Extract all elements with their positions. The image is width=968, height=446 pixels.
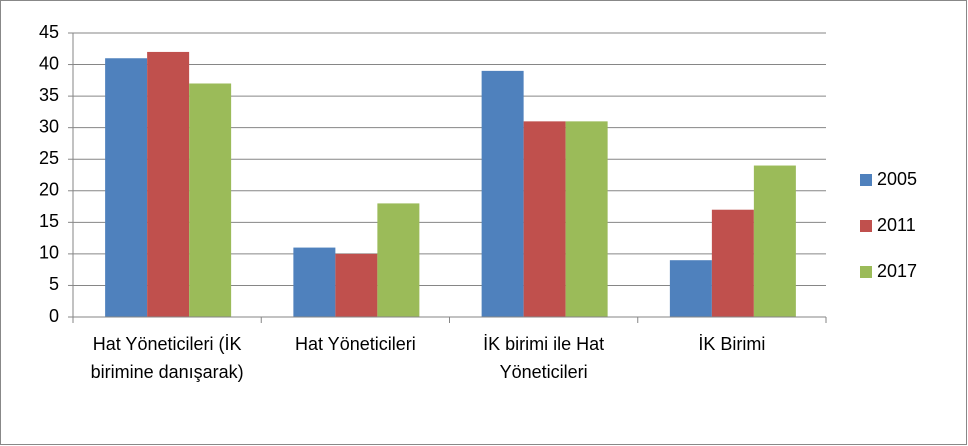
y-tick-label: 10 [39, 243, 59, 263]
bar [189, 83, 232, 317]
x-tick-label: Hat Yöneticileri (İK birimine danışarak) [90, 334, 244, 382]
x-tick-label: İK Birimi [698, 334, 766, 354]
y-tick-label: 30 [39, 116, 59, 136]
legend-swatch [860, 266, 872, 278]
legend-swatch [860, 220, 872, 232]
bar [335, 253, 378, 317]
y-tick-label: 5 [49, 274, 59, 294]
y-tick-label: 20 [39, 180, 59, 200]
bar [105, 58, 148, 317]
legend-swatch [860, 174, 872, 186]
x-tick-label: Hat Yöneticileri [295, 334, 416, 354]
x-tick-label: İK birimi ile Hat Yöneticileri [483, 334, 605, 382]
bar [377, 203, 420, 317]
bar [669, 260, 712, 317]
y-tick-label: 0 [49, 306, 59, 326]
bar [753, 165, 796, 317]
y-tick-label: 15 [39, 211, 59, 231]
bar [523, 121, 566, 317]
y-tick-label: 40 [39, 53, 59, 73]
bar [481, 70, 524, 317]
y-tick-label: 45 [39, 22, 59, 42]
legend-label: 2017 [877, 261, 917, 281]
y-tick-label: 35 [39, 85, 59, 105]
bar [293, 247, 336, 317]
legend-label: 2005 [877, 169, 917, 189]
y-tick-label: 25 [39, 148, 59, 168]
bar [147, 51, 190, 317]
bar [711, 209, 754, 317]
legend-label: 2011 [877, 215, 916, 235]
bar [565, 121, 608, 317]
